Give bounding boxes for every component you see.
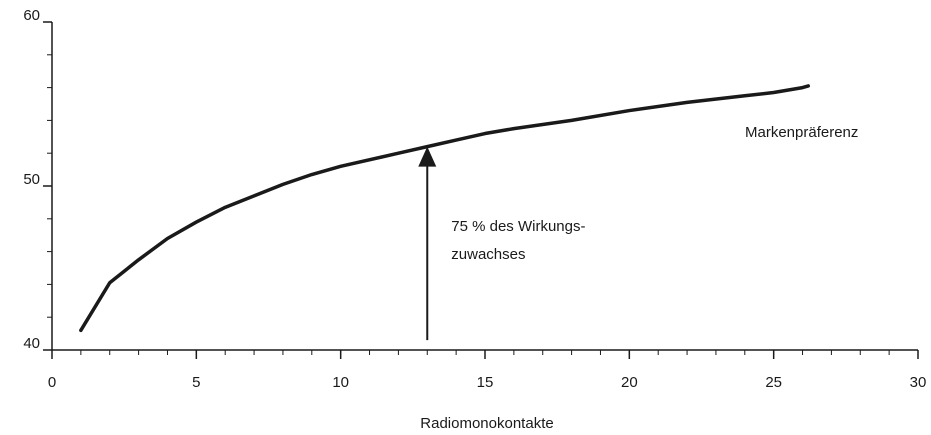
y-tick-label: 50 [23,171,40,188]
arrow-head [418,146,437,167]
y-tick-label: 40 [23,335,40,352]
y-tick-label: 60 [23,7,40,24]
x-tick-label: 30 [910,374,927,391]
line-series [79,84,811,333]
x-tick-label: 0 [48,374,56,391]
annotation-text: 75 % des Wirkungs- [451,218,585,235]
x-tick-label: 10 [332,374,349,391]
x-tick-label: 20 [621,374,638,391]
x-axis-label: Radiomonokontakte [420,415,553,432]
x-tick-label: 25 [765,374,782,391]
x-tick-label: 15 [477,374,494,391]
series-label: Markenpräferenz [745,124,858,141]
annotation-text: zuwachses [451,246,525,263]
x-tick-label: 5 [192,374,200,391]
